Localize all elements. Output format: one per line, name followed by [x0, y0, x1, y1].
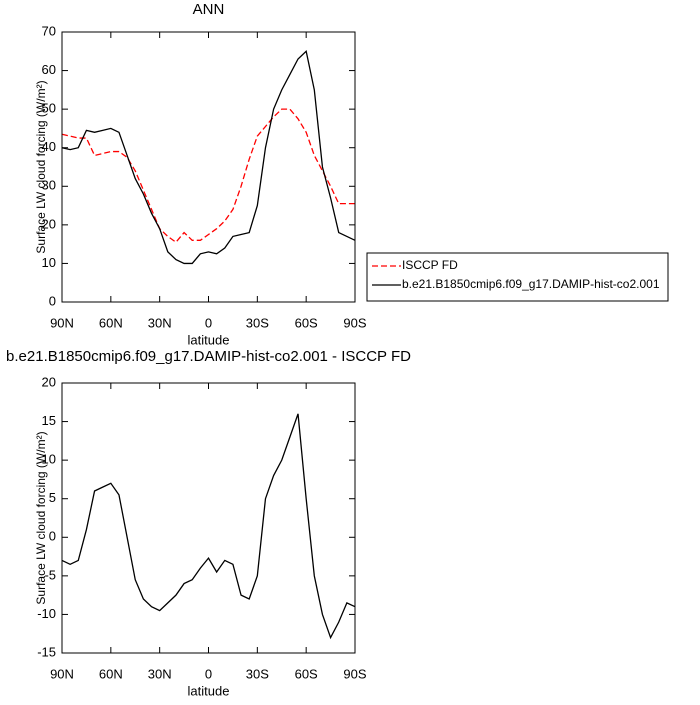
data-line: [61, 413, 356, 640]
legend-label: b.e21.B1850cmip6.f09_g17.DAMIP-hist-co2.…: [402, 277, 660, 291]
x-tick-label: 60N: [99, 666, 123, 681]
x-tick-label: 30N: [148, 315, 172, 330]
x-tick-label: 60S: [295, 315, 318, 330]
y-tick-label: 10: [42, 452, 56, 467]
legend-label: ISCCP FD: [402, 258, 458, 272]
y-tick-label: -10: [37, 606, 56, 621]
x-tick-label: 30S: [246, 666, 269, 681]
x-tick-label: 30S: [246, 315, 269, 330]
y-tick-label: 20: [42, 216, 56, 231]
chart-title: b.e21.B1850cmip6.f09_g17.DAMIP-hist-co2.…: [6, 348, 411, 365]
x-tick-label: 30N: [148, 666, 172, 681]
y-tick-label: 40: [42, 139, 56, 154]
y-tick-label: 0: [49, 529, 56, 544]
y-tick-label: 60: [42, 62, 56, 77]
x-tick-label: 0: [205, 315, 212, 330]
y-tick-label: 0: [49, 293, 56, 308]
data-line: [61, 108, 355, 244]
y-tick-label: 20: [42, 374, 56, 389]
x-tick-label: 90S: [343, 315, 366, 330]
x-tick-label: 60N: [99, 315, 123, 330]
x-tick-label: 90S: [343, 666, 366, 681]
y-tick-label: 30: [42, 178, 56, 193]
y-tick-label: 15: [42, 413, 56, 428]
x-tick-label: 60S: [295, 666, 318, 681]
x-tick-label: 90N: [50, 666, 74, 681]
y-tick-label: 10: [42, 255, 56, 270]
y-tick-label: -15: [37, 644, 56, 659]
plot-frame: [61, 382, 356, 654]
y-tick-label: 70: [42, 23, 56, 38]
legend-box: [366, 252, 669, 302]
x-axis-label: latitude: [188, 332, 230, 347]
x-tick-label: 0: [205, 666, 212, 681]
y-tick-label: 5: [49, 490, 56, 505]
y-tick-label: 50: [42, 101, 56, 116]
x-tick-label: 90N: [50, 315, 74, 330]
y-axis-label: Surface LW cloud forcing (W/m²): [34, 80, 48, 253]
x-axis-label: latitude: [188, 683, 230, 698]
data-line: [61, 50, 356, 265]
y-axis-label: Surface LW cloud forcing (W/m²): [34, 431, 48, 604]
plot-frame: [61, 31, 356, 303]
chart-title: ANN: [193, 1, 225, 18]
y-tick-label: -5: [44, 567, 56, 582]
